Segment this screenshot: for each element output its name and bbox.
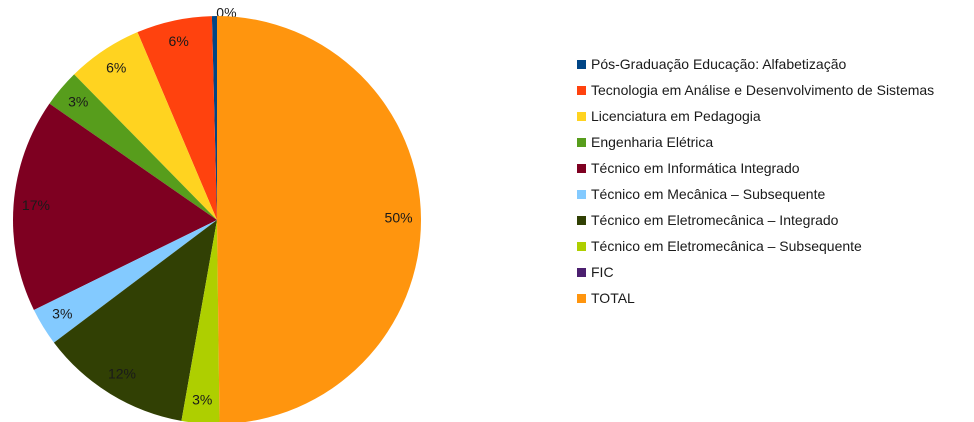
legend-item: TOTAL	[577, 288, 962, 308]
legend-item: Técnico em Eletromecânica – Subsequente	[577, 236, 962, 256]
legend-item: Engenharia Elétrica	[577, 132, 962, 152]
legend-label: Engenharia Elétrica	[591, 134, 714, 150]
legend: Pós-Graduação Educação: Alfabetização Tec…	[577, 54, 962, 314]
legend-item: Licenciatura em Pedagogia	[577, 106, 962, 126]
legend-swatch	[577, 294, 586, 303]
legend-label: Técnico em Informática Integrado	[591, 160, 800, 176]
legend-label: Licenciatura em Pedagogia	[591, 108, 761, 124]
legend-label: Pós-Graduação Educação: Alfabetização	[591, 56, 847, 72]
data-label: 12%	[108, 365, 136, 381]
legend-label: TOTAL	[591, 290, 635, 306]
legend-label: Técnico em Mecânica – Subsequente	[591, 186, 826, 202]
legend-swatch	[577, 60, 586, 69]
pie-slice	[12, 103, 217, 310]
legend-swatch	[577, 242, 586, 251]
legend-label: Técnico em Eletromecânica – Integrado	[591, 212, 839, 228]
data-label: 3%	[52, 306, 72, 322]
legend-item: Pós-Graduação Educação: Alfabetização	[577, 54, 962, 74]
pie-slice	[33, 220, 218, 343]
legend-swatch	[577, 216, 586, 225]
pie-slice	[53, 220, 217, 421]
legend-label: Tecnologia em Análise e Desenvolvimento …	[591, 82, 935, 98]
legend-swatch	[577, 268, 586, 277]
legend-item: Técnico em Eletromecânica – Integrado	[577, 210, 962, 230]
legend-swatch	[577, 164, 586, 173]
data-label: 6%	[106, 60, 126, 76]
data-label: 3%	[68, 94, 88, 110]
pie-slice	[211, 16, 217, 220]
data-label: 3%	[192, 392, 212, 408]
legend-swatch	[577, 138, 586, 147]
pie-slice	[181, 220, 220, 422]
legend-item: FIC	[577, 262, 962, 282]
legend-item: Técnico em Informática Integrado	[577, 158, 962, 178]
pie-slice	[217, 16, 421, 422]
data-label: 17%	[22, 197, 50, 213]
pie-slice	[137, 16, 217, 220]
legend-swatch	[577, 190, 586, 199]
data-label: 6%	[169, 33, 189, 49]
pie-slice	[49, 74, 217, 220]
legend-label: FIC	[591, 264, 614, 280]
legend-item: Tecnologia em Análise e Desenvolvimento …	[577, 80, 962, 100]
legend-swatch	[577, 112, 586, 121]
legend-item: Técnico em Mecânica – Subsequente	[577, 184, 962, 204]
legend-swatch	[577, 86, 586, 95]
data-label: 50%	[385, 210, 413, 226]
pie-slice	[74, 32, 217, 220]
legend-label: Técnico em Eletromecânica – Subsequente	[591, 238, 862, 254]
